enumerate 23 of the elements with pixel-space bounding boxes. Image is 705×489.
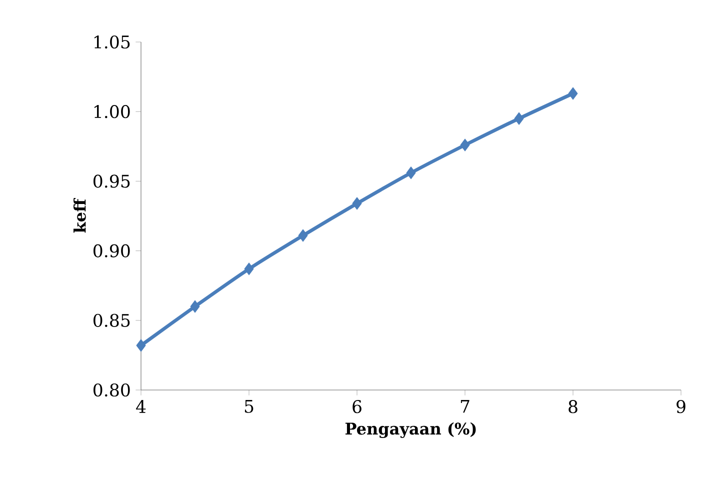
point: [568, 87, 578, 100]
point: [244, 262, 254, 276]
y-tick-label: 1.00: [94, 105, 130, 118]
x-tick-label: 8: [568, 400, 578, 414]
point: [514, 112, 524, 125]
x-tick-label: 7: [460, 400, 470, 413]
x-tick-label: 9: [676, 400, 686, 414]
y-tick-label: 1.05: [94, 35, 130, 49]
point: [136, 339, 146, 352]
y-tick-label: 0.85: [94, 314, 130, 327]
point: [190, 300, 200, 313]
x-tick-label: 5: [244, 400, 254, 413]
y-axis-title: keff: [74, 198, 86, 233]
x-tick-label: 4: [136, 400, 146, 413]
point: [352, 197, 362, 210]
y-tick-label: 0.95: [94, 174, 130, 188]
y-tick-label: 0.90: [94, 244, 130, 258]
x-axis-title: Pengayaan (%): [345, 422, 476, 438]
point: [298, 229, 308, 242]
x-tick-label: 6: [352, 400, 362, 414]
y-tick-label: 0.80: [94, 383, 130, 397]
point: [406, 166, 416, 180]
point: [460, 138, 470, 152]
